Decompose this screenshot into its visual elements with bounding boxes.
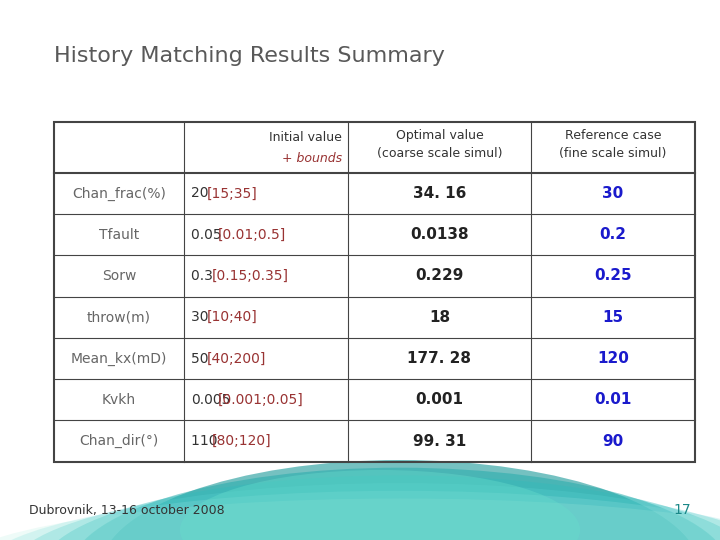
Text: [80;120]: [80;120] <box>212 434 271 448</box>
Ellipse shape <box>100 460 700 540</box>
Text: 0.2: 0.2 <box>600 227 626 242</box>
Ellipse shape <box>10 483 720 540</box>
Ellipse shape <box>180 470 580 540</box>
Text: Kvkh: Kvkh <box>102 393 136 407</box>
Text: [40;200]: [40;200] <box>207 352 266 366</box>
Text: Chan_frac(%): Chan_frac(%) <box>72 186 166 200</box>
Ellipse shape <box>40 475 720 540</box>
Text: 15: 15 <box>603 310 624 325</box>
Text: 177. 28: 177. 28 <box>408 351 472 366</box>
Text: 90: 90 <box>603 434 624 449</box>
Text: Sorw: Sorw <box>102 269 136 283</box>
Text: Reference case
(fine scale simul): Reference case (fine scale simul) <box>559 129 667 160</box>
Text: 0.005: 0.005 <box>192 393 230 407</box>
Text: 50: 50 <box>192 352 213 366</box>
Text: 0.001: 0.001 <box>415 392 464 407</box>
Ellipse shape <box>0 498 720 540</box>
Text: 34. 16: 34. 16 <box>413 186 466 201</box>
Text: 0.05: 0.05 <box>192 228 226 242</box>
Text: [15;35]: [15;35] <box>207 186 258 200</box>
Text: 110: 110 <box>192 434 222 448</box>
Text: 99. 31: 99. 31 <box>413 434 466 449</box>
Text: 120: 120 <box>597 351 629 366</box>
Text: 0.25: 0.25 <box>594 268 632 284</box>
Text: 0.0138: 0.0138 <box>410 227 469 242</box>
Text: [0.01;0.5]: [0.01;0.5] <box>217 228 286 242</box>
Text: Optimal value
(coarse scale simul): Optimal value (coarse scale simul) <box>377 129 503 160</box>
Text: 0.3: 0.3 <box>192 269 217 283</box>
Text: 0.229: 0.229 <box>415 268 464 284</box>
Text: Dubrovnik, 13-16 october 2008: Dubrovnik, 13-16 october 2008 <box>29 504 225 517</box>
Text: 30: 30 <box>192 310 213 324</box>
Text: Mean_kx(mD): Mean_kx(mD) <box>71 352 167 366</box>
Text: [0.15;0.35]: [0.15;0.35] <box>212 269 289 283</box>
Text: + bounds: + bounds <box>282 152 342 165</box>
Text: [10;40]: [10;40] <box>207 310 258 324</box>
Text: 0.01: 0.01 <box>594 392 631 407</box>
Text: 20: 20 <box>192 186 213 200</box>
Text: throw(m): throw(m) <box>87 310 151 324</box>
Text: 30: 30 <box>603 186 624 201</box>
Text: [0.001;0.05]: [0.001;0.05] <box>217 393 303 407</box>
Text: Tfault: Tfault <box>99 228 139 242</box>
Text: 18: 18 <box>429 310 450 325</box>
Ellipse shape <box>70 468 720 540</box>
Text: History Matching Results Summary: History Matching Results Summary <box>54 46 445 66</box>
Text: Chan_dir(°): Chan_dir(°) <box>79 434 158 448</box>
Text: Initial value: Initial value <box>269 131 342 144</box>
Ellipse shape <box>0 491 720 540</box>
Text: 17: 17 <box>674 503 691 517</box>
